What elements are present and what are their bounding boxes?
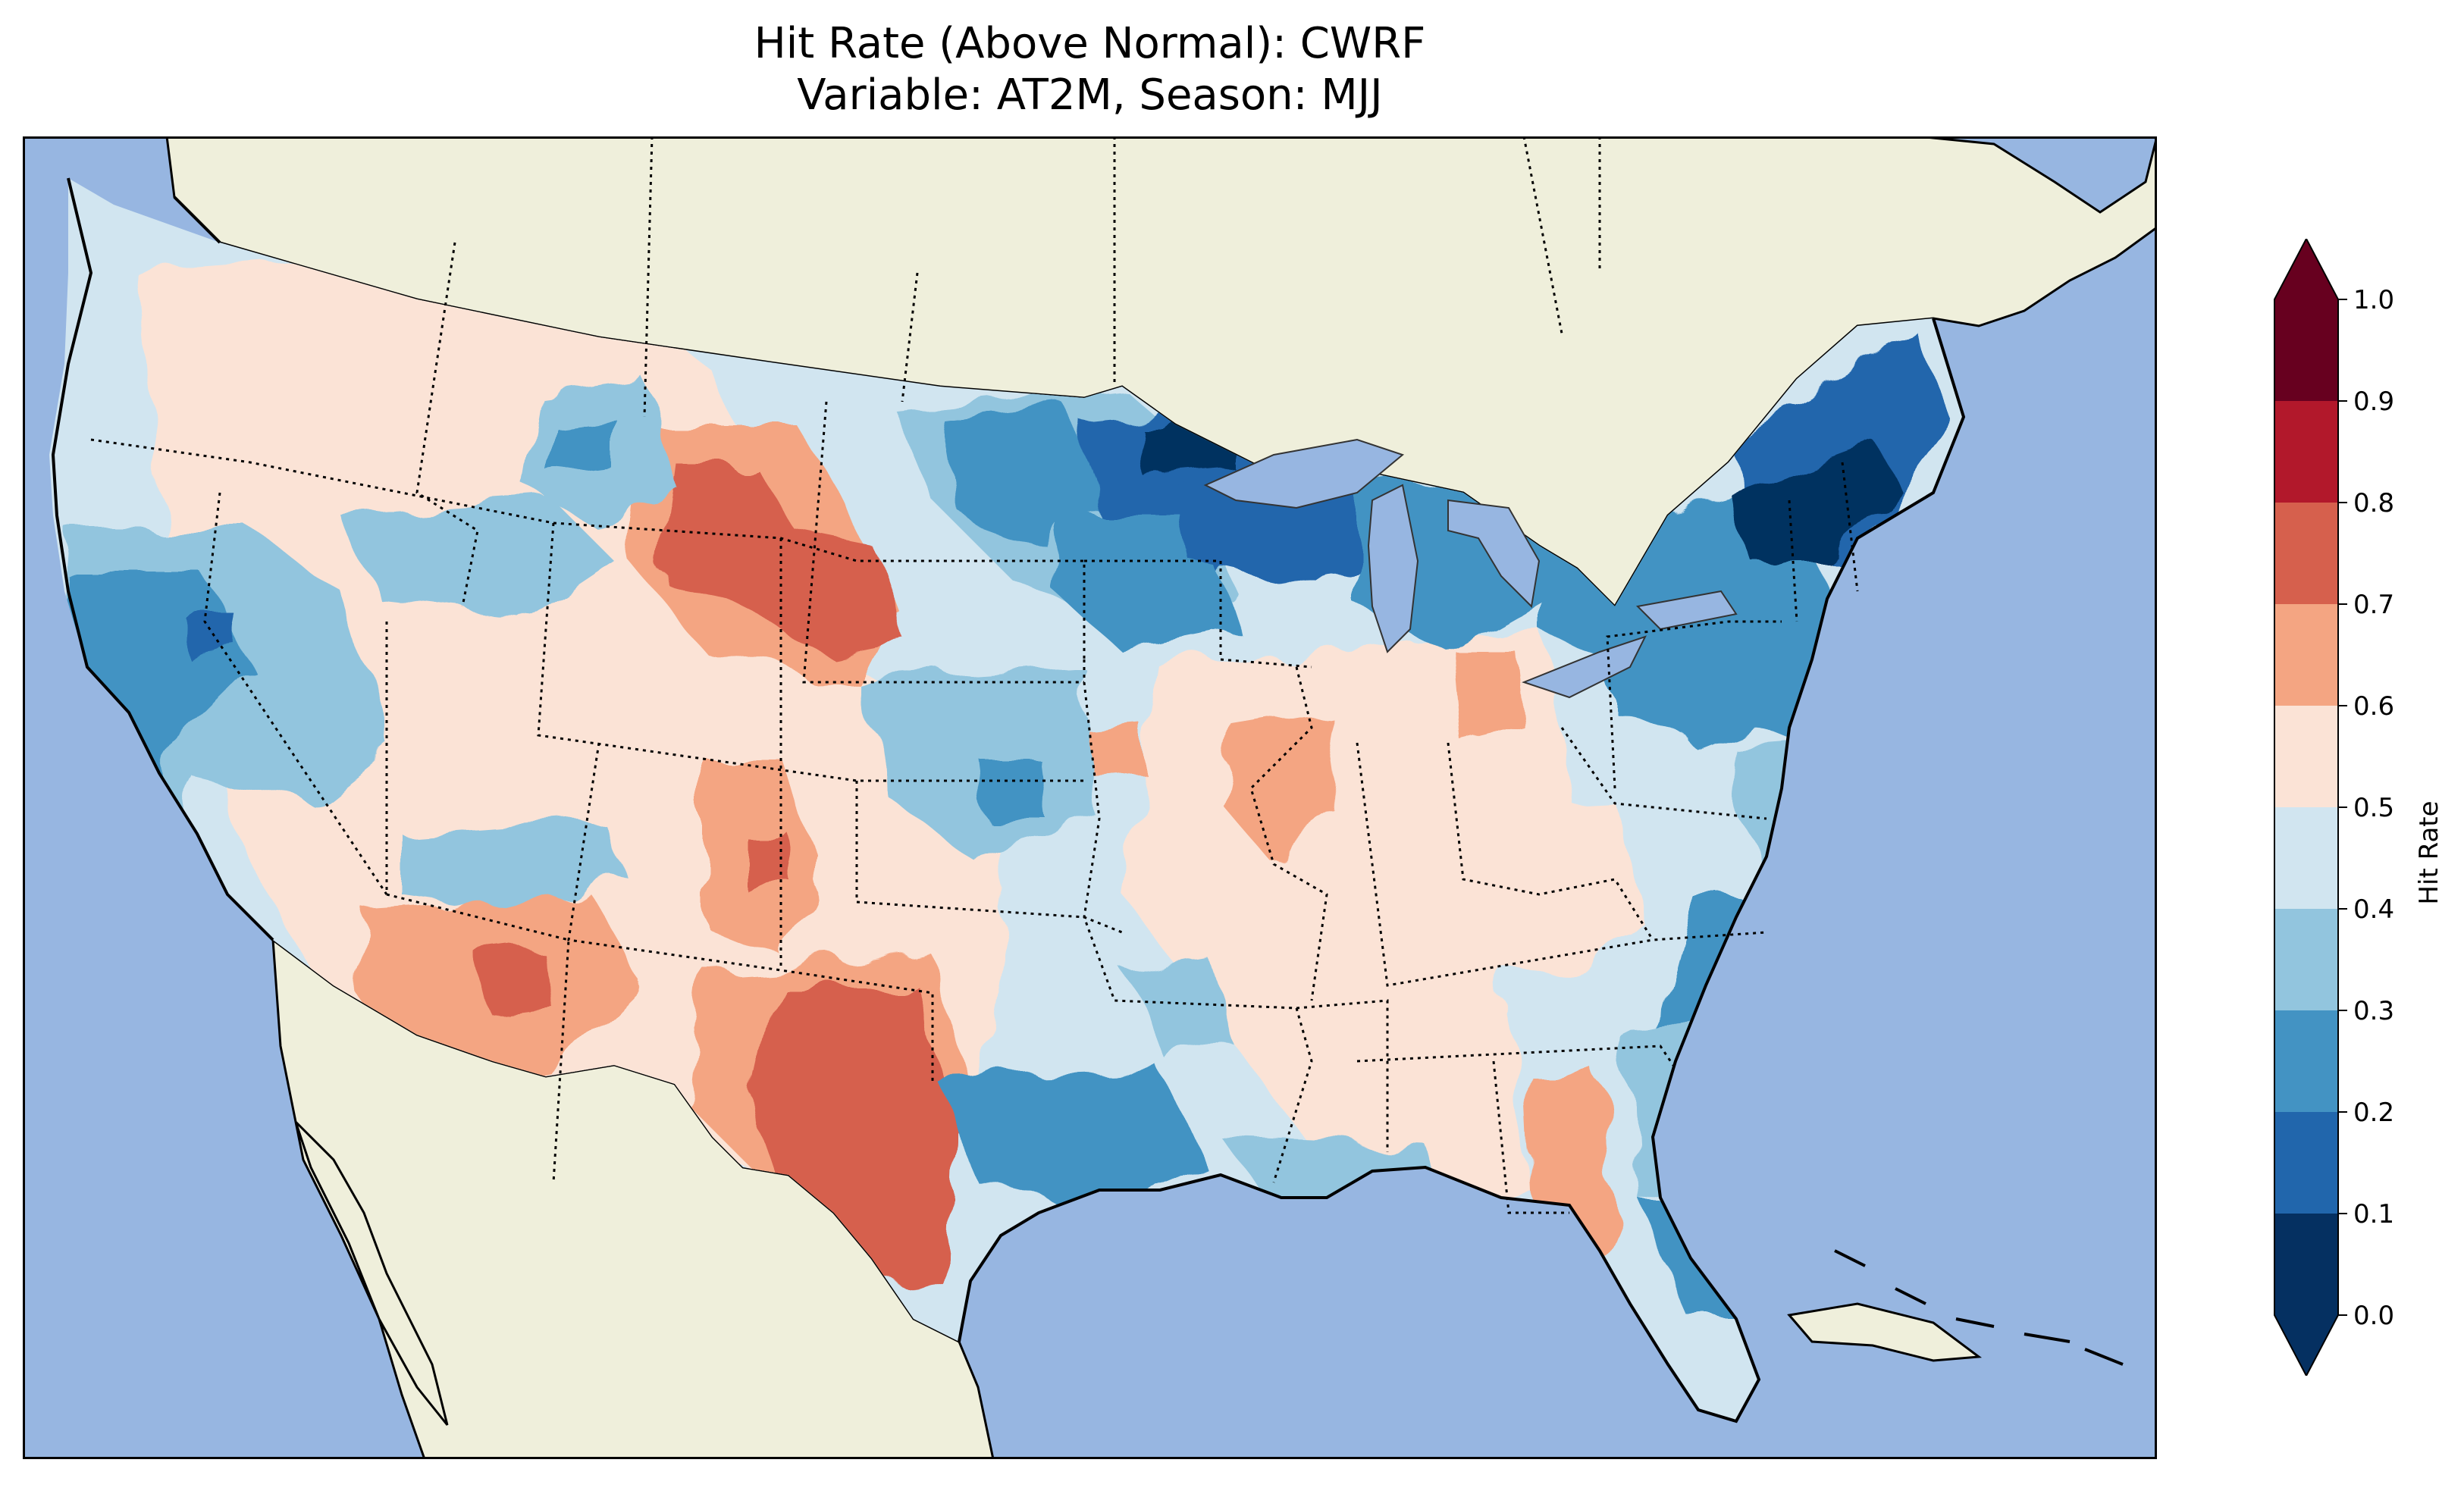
chart-subtitle: Variable: AT2M, Season: MJJ [797, 70, 1383, 120]
map-plot [23, 136, 2157, 1459]
colorbar-bin [2274, 909, 2338, 1010]
colorbar-tick-label: 0.0 [2353, 1301, 2394, 1331]
colorbar-bin [2274, 604, 2338, 706]
colorbar-tick-label: 0.9 [2353, 387, 2394, 417]
colorbar-bins [2274, 239, 2338, 1376]
colorbar-tick-label: 0.2 [2353, 1098, 2394, 1128]
great-lakes [1203, 438, 1738, 699]
colorbar: 0.0 0.1 0.2 0.3 0.4 0.5 0.6 0.7 0.8 0.9 1.0 Hit Ra… [2274, 239, 2444, 1376]
colorbar-bin [2274, 1010, 2338, 1112]
colorbar-bin [2274, 706, 2338, 807]
colorbar-bin [2274, 299, 2338, 401]
bahamas-land [1834, 1249, 2124, 1366]
colorbar-tick-label: 0.7 [2353, 590, 2394, 620]
us-coastline [51, 177, 1966, 1424]
colorbar-bin [2274, 1214, 2338, 1315]
colorbar-label: Hit Rate [2414, 800, 2444, 904]
colorbar-ticks: 0.0 0.1 0.2 0.3 0.4 0.5 0.6 0.7 0.8 0.9 1.0 [2338, 285, 2394, 1331]
colorbar-extend-max [2274, 239, 2338, 299]
cuba-land [1787, 1302, 1983, 1362]
colorbar-tick-label: 1.0 [2353, 285, 2394, 315]
colorbar-bin [2274, 1112, 2338, 1214]
colorbar-bin [2274, 503, 2338, 604]
map-border [23, 136, 2157, 1459]
colorbar-outline [2274, 239, 2339, 1376]
colorbar-tick-label: 0.8 [2353, 488, 2394, 518]
chart-title: Hit Rate (Above Normal): CWRF [754, 19, 1426, 68]
colorbar-tick-label: 0.5 [2353, 793, 2394, 823]
colorbar-tick-label: 0.6 [2353, 691, 2394, 722]
colorbar-tick-label: 0.1 [2353, 1199, 2394, 1229]
colorbar-tick-label: 0.3 [2353, 996, 2394, 1026]
colorbar-bin [2274, 401, 2338, 503]
state-borders [90, 136, 1859, 1214]
colorbar-tick-label: 0.4 [2353, 894, 2394, 925]
colorbar-bin [2274, 807, 2338, 909]
colorbar-extend-min [2274, 1315, 2338, 1376]
